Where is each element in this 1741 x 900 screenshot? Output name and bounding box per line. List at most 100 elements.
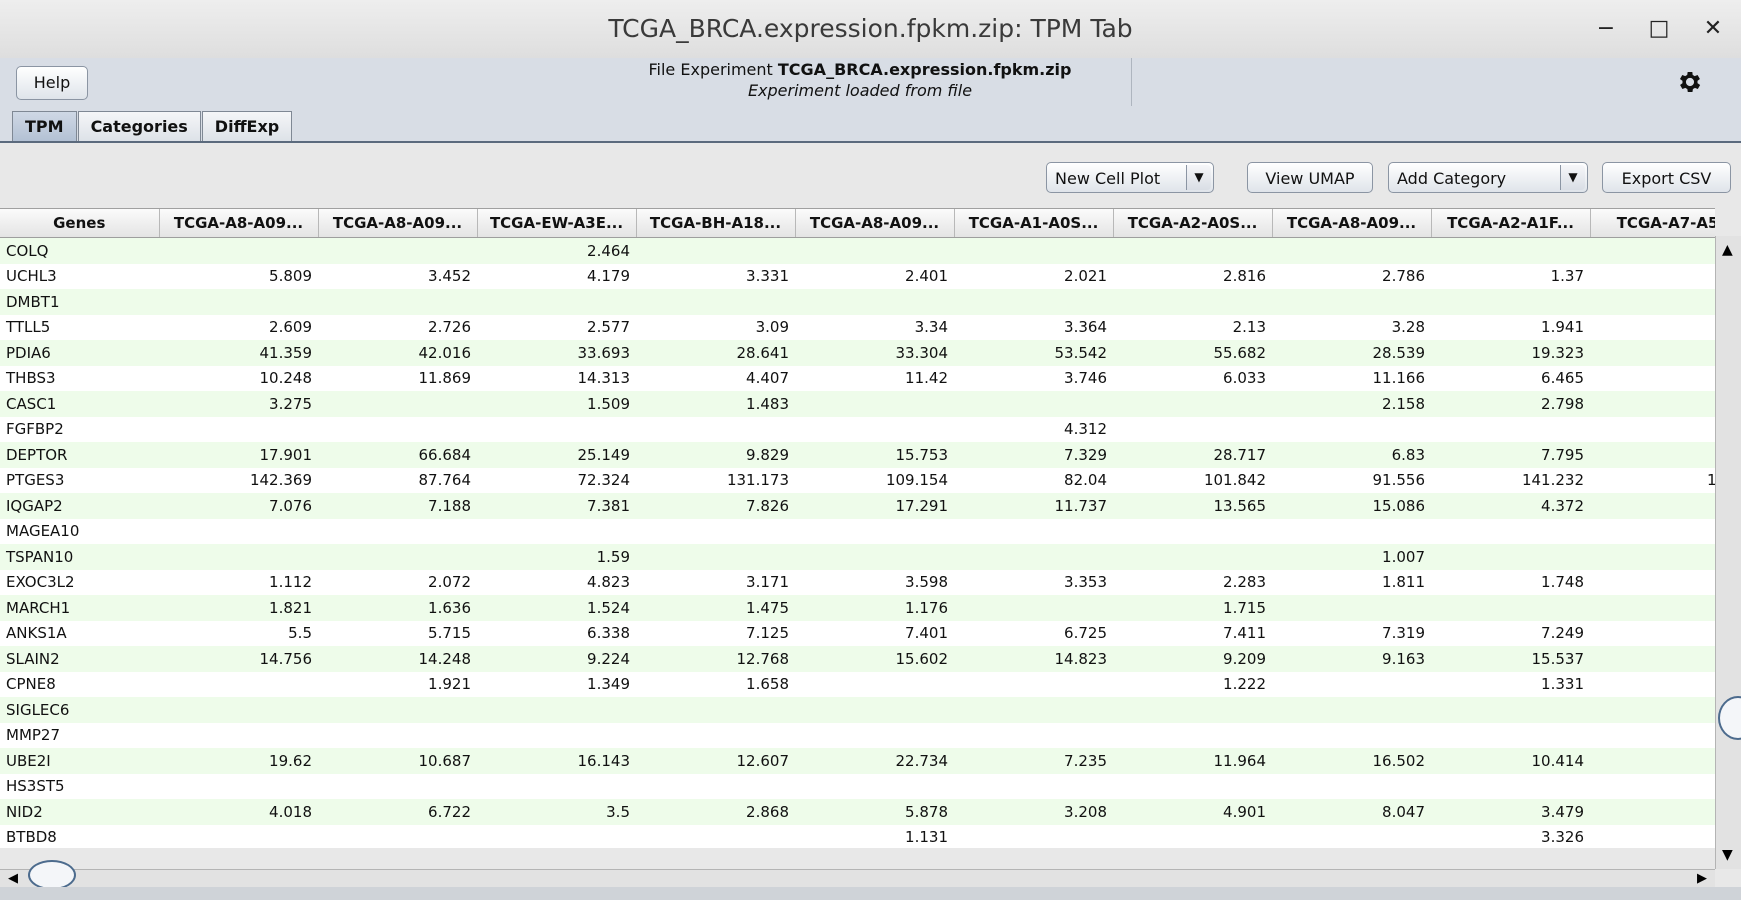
- value-cell[interactable]: 16.502: [1272, 748, 1431, 774]
- value-cell[interactable]: 11.166: [1272, 365, 1431, 391]
- scroll-left-icon[interactable]: ◀: [8, 871, 18, 886]
- table-row[interactable]: TSPAN10 1.59 1.007 2.7: [0, 544, 1715, 570]
- value-cell[interactable]: 17.291: [795, 493, 954, 519]
- value-cell[interactable]: 7.125: [636, 620, 795, 646]
- value-cell[interactable]: [1113, 237, 1272, 264]
- table-row[interactable]: PTGES3 142.369 87.764 72.324 131.173 109.154 8…: [0, 467, 1715, 493]
- view-umap-button[interactable]: View UMAP: [1247, 162, 1373, 193]
- value-cell[interactable]: [477, 773, 636, 799]
- value-cell[interactable]: [318, 289, 477, 315]
- value-cell[interactable]: 10.687: [318, 748, 477, 774]
- value-cell[interactable]: [1113, 824, 1272, 848]
- vertical-scrollbar[interactable]: ▲ ▼: [1715, 236, 1741, 869]
- value-cell[interactable]: [318, 544, 477, 570]
- expression-table[interactable]: Genes TCGA-A8-A09... TCGA-A8-A09... TCGA-EW…: [0, 208, 1715, 848]
- column-header-sample[interactable]: TCGA-A8-A09...: [1272, 209, 1432, 238]
- table-row[interactable]: DEPTOR 17.901 66.684 25.149 9.829 15.753 7.329…: [0, 442, 1715, 468]
- gene-cell[interactable]: PDIA6: [0, 340, 159, 366]
- value-cell[interactable]: 13.565: [1113, 493, 1272, 519]
- value-cell[interactable]: 10.414: [1431, 748, 1590, 774]
- value-cell[interactable]: 1.6: [1590, 391, 1715, 417]
- value-cell[interactable]: 12.768: [636, 646, 795, 672]
- value-cell[interactable]: [954, 289, 1113, 315]
- value-cell[interactable]: 1.331: [1431, 671, 1590, 697]
- value-cell[interactable]: 15.602: [795, 646, 954, 672]
- value-cell[interactable]: [795, 518, 954, 544]
- value-cell[interactable]: 41.359: [159, 340, 318, 366]
- value-cell[interactable]: 42.016: [318, 340, 477, 366]
- value-cell[interactable]: 2.816: [1113, 263, 1272, 289]
- gene-cell[interactable]: CPNE8: [0, 671, 159, 697]
- value-cell[interactable]: 2.7: [1590, 544, 1715, 570]
- value-cell[interactable]: [318, 697, 477, 723]
- value-cell[interactable]: 9.163: [1272, 646, 1431, 672]
- value-cell[interactable]: [1113, 544, 1272, 570]
- value-cell[interactable]: [159, 416, 318, 442]
- gene-cell[interactable]: ANKS1A: [0, 620, 159, 646]
- value-cell[interactable]: 2.609: [159, 314, 318, 340]
- value-cell[interactable]: 33.304: [795, 340, 954, 366]
- value-cell[interactable]: 3.746: [954, 365, 1113, 391]
- value-cell[interactable]: 20.1: [1590, 442, 1715, 468]
- table-row[interactable]: HS3ST5: [0, 773, 1715, 799]
- table-row[interactable]: NID2 4.018 6.722 3.5 2.868 5.878 3.208 4.901 8.0…: [0, 799, 1715, 825]
- vertical-scroll-thumb[interactable]: [1718, 696, 1741, 740]
- value-cell[interactable]: 2.401: [795, 263, 954, 289]
- value-cell[interactable]: [477, 289, 636, 315]
- value-cell[interactable]: 7.319: [1272, 620, 1431, 646]
- value-cell[interactable]: [795, 697, 954, 723]
- tab-diffexp[interactable]: DiffExp: [201, 111, 293, 141]
- value-cell[interactable]: [1272, 237, 1431, 264]
- value-cell[interactable]: 66.684: [318, 442, 477, 468]
- value-cell[interactable]: [1113, 697, 1272, 723]
- table-row[interactable]: EXOC3L2 1.112 2.072 4.823 3.171 3.598 3.353 2.2…: [0, 569, 1715, 595]
- value-cell[interactable]: 28.717: [1113, 442, 1272, 468]
- value-cell[interactable]: [1113, 773, 1272, 799]
- value-cell[interactable]: [954, 237, 1113, 264]
- value-cell[interactable]: 7.076: [159, 493, 318, 519]
- value-cell[interactable]: 6.725: [954, 620, 1113, 646]
- value-cell[interactable]: 53.542: [954, 340, 1113, 366]
- value-cell[interactable]: 9.829: [636, 442, 795, 468]
- value-cell[interactable]: [636, 824, 795, 848]
- value-cell[interactable]: 3.171: [636, 569, 795, 595]
- column-header-sample[interactable]: TCGA-A8-A09...: [318, 209, 478, 238]
- gene-cell[interactable]: UCHL3: [0, 263, 159, 289]
- value-cell[interactable]: 2.868: [636, 799, 795, 825]
- value-cell[interactable]: [318, 518, 477, 544]
- dropdown-arrow-icon[interactable]: ▼: [1186, 165, 1211, 190]
- value-cell[interactable]: 1.509: [477, 391, 636, 417]
- value-cell[interactable]: [954, 671, 1113, 697]
- value-cell[interactable]: [1272, 416, 1431, 442]
- table-row[interactable]: SLAIN2 14.756 14.248 9.224 12.768 15.602 14.82…: [0, 646, 1715, 672]
- value-cell[interactable]: 19.323: [1431, 340, 1590, 366]
- value-cell[interactable]: 5.7: [1590, 263, 1715, 289]
- table-row[interactable]: TTLL5 2.609 2.726 2.577 3.09 3.34 3.364 2.13 3.2…: [0, 314, 1715, 340]
- value-cell[interactable]: 3.09: [636, 314, 795, 340]
- value-cell[interactable]: [159, 824, 318, 848]
- value-cell[interactable]: [795, 391, 954, 417]
- plot-type-select[interactable]: New Cell Plot ▼: [1046, 162, 1214, 193]
- value-cell[interactable]: 7.795: [1431, 442, 1590, 468]
- gene-cell[interactable]: EXOC3L2: [0, 569, 159, 595]
- value-cell[interactable]: [954, 824, 1113, 848]
- export-csv-button[interactable]: Export CSV: [1602, 162, 1731, 193]
- gene-cell[interactable]: MARCH1: [0, 595, 159, 621]
- value-cell[interactable]: 15.086: [1272, 493, 1431, 519]
- value-cell[interactable]: 7.235: [954, 748, 1113, 774]
- value-cell[interactable]: [795, 416, 954, 442]
- value-cell[interactable]: [1590, 237, 1715, 264]
- value-cell[interactable]: 1.7: [1590, 671, 1715, 697]
- value-cell[interactable]: [159, 289, 318, 315]
- value-cell[interactable]: 15.753: [795, 442, 954, 468]
- value-cell[interactable]: 1.811: [1272, 569, 1431, 595]
- value-cell[interactable]: [795, 671, 954, 697]
- value-cell[interactable]: [318, 416, 477, 442]
- value-cell[interactable]: [159, 671, 318, 697]
- scroll-up-icon[interactable]: ▲: [1722, 242, 1733, 258]
- value-cell[interactable]: 2.13: [1113, 314, 1272, 340]
- value-cell[interactable]: [1590, 773, 1715, 799]
- value-cell[interactable]: [1272, 697, 1431, 723]
- gene-cell[interactable]: SIGLEC6: [0, 697, 159, 723]
